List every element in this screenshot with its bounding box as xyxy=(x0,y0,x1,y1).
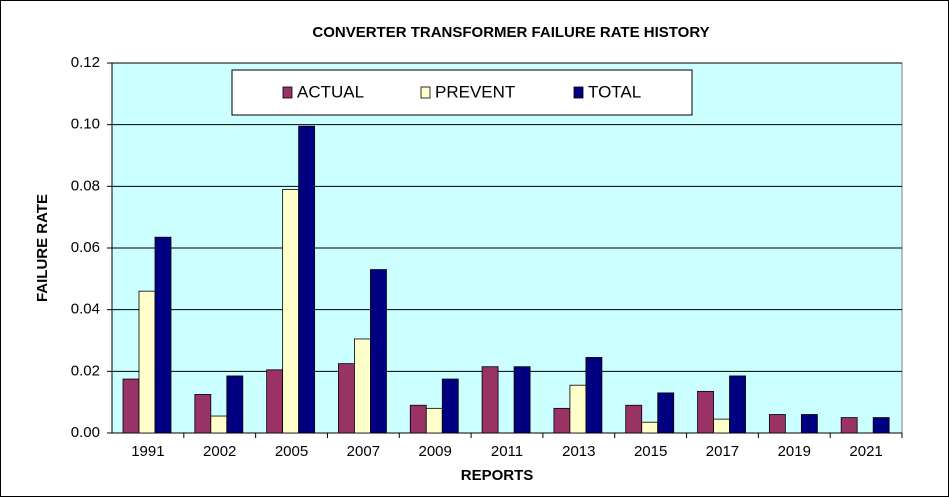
bar xyxy=(210,415,228,434)
bar xyxy=(298,125,316,434)
y-tick-label: 0.08 xyxy=(71,177,100,194)
bar xyxy=(138,290,156,434)
y-tick-label: 0.10 xyxy=(71,116,100,133)
x-tick-label: 2011 xyxy=(491,443,523,460)
bar xyxy=(425,407,443,434)
bar xyxy=(226,375,244,434)
bar xyxy=(481,366,499,434)
chart-title: CONVERTER TRANSFORMER FAILURE RATE HISTO… xyxy=(312,24,709,41)
bar xyxy=(729,375,746,434)
bar xyxy=(697,390,714,434)
x-tick-label: 2017 xyxy=(706,443,739,460)
bar xyxy=(641,421,659,434)
x-axis-label: REPORTS xyxy=(461,467,534,484)
bar xyxy=(282,189,300,434)
bar xyxy=(154,236,172,434)
bar xyxy=(513,366,531,434)
bar xyxy=(657,392,675,434)
bar xyxy=(338,363,355,434)
bar xyxy=(441,378,459,434)
y-tick-label: 0.00 xyxy=(71,424,100,441)
legend-label: ACTUAL xyxy=(297,82,364,101)
x-tick-label: 2019 xyxy=(778,443,811,460)
x-tick-label: 2002 xyxy=(203,443,236,460)
y-tick-label: 0.06 xyxy=(71,239,100,256)
x-tick-label: 2021 xyxy=(849,443,882,460)
bar xyxy=(553,407,571,434)
legend-swatch xyxy=(420,86,431,99)
bar xyxy=(625,404,643,434)
legend-swatch xyxy=(282,86,293,99)
x-tick-label: 2005 xyxy=(275,443,308,460)
legend-box xyxy=(231,69,693,116)
x-tick-label: 2013 xyxy=(562,443,595,460)
bar xyxy=(370,269,387,434)
bar xyxy=(194,394,212,434)
x-tick-label: 1991 xyxy=(131,443,164,460)
bar xyxy=(409,404,427,434)
bar xyxy=(800,414,818,434)
bar xyxy=(768,414,786,434)
bar xyxy=(569,384,587,434)
legend-label: PREVENT xyxy=(435,82,515,101)
x-tick-label: 2015 xyxy=(634,443,667,460)
bar xyxy=(840,417,858,434)
bar xyxy=(354,338,371,434)
legend-label: TOTAL xyxy=(588,82,641,101)
bar xyxy=(713,418,730,434)
y-axis-label: FAILURE RATE xyxy=(34,194,51,302)
bar xyxy=(122,378,140,434)
x-tick-label: 2007 xyxy=(347,443,380,460)
bar xyxy=(585,357,603,434)
legend-swatch xyxy=(573,86,584,99)
x-tick-label: 2009 xyxy=(418,443,451,460)
y-tick-label: 0.12 xyxy=(71,54,100,71)
bar xyxy=(266,369,284,434)
y-tick-label: 0.02 xyxy=(71,362,100,379)
y-tick-label: 0.04 xyxy=(71,301,100,318)
bar xyxy=(872,417,890,434)
